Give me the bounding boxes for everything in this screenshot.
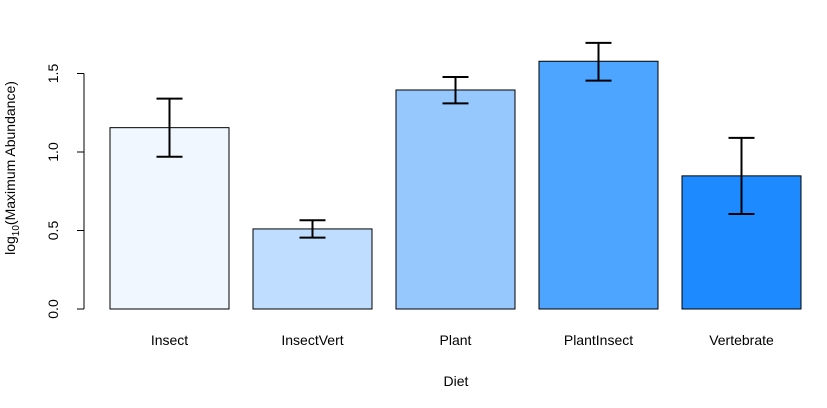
error-bars xyxy=(156,41,755,239)
x-axis-label: Diet xyxy=(444,373,469,389)
x-tick-label: Vertebrate xyxy=(709,332,774,348)
error-bar-plant xyxy=(442,75,469,105)
bar-insectvert xyxy=(252,228,373,310)
y-axis-label-subscript: 10 xyxy=(11,225,22,237)
y-tick-label: 0.5 xyxy=(45,221,61,241)
bar-insect xyxy=(109,127,230,310)
y-axis: 0.0 0.5 1.0 1.5 xyxy=(45,64,85,319)
bar-plantinsect xyxy=(538,60,659,310)
x-tick-label: Plant xyxy=(440,332,472,348)
x-tick-label: Insect xyxy=(151,332,188,348)
error-bar-vertebrate xyxy=(728,136,755,216)
x-tick-label: InsectVert xyxy=(281,332,343,348)
y-axis-label-prefix: log xyxy=(2,236,18,255)
y-axis-label-suffix: (Maximum Abundance) xyxy=(2,81,18,225)
x-tick-label: PlantInsect xyxy=(564,332,633,348)
error-bar-insect xyxy=(156,97,183,158)
bar-plant xyxy=(395,89,516,310)
bars xyxy=(109,60,802,310)
error-bar-insectvert xyxy=(299,219,326,239)
y-axis-label: log10(Maximum Abundance) xyxy=(2,81,22,255)
x-tick-labels: Insect InsectVert Plant PlantInsect Vertebra… xyxy=(151,332,774,348)
y-tick-label: 1.0 xyxy=(45,142,61,162)
y-tick-label: 0.0 xyxy=(45,299,61,319)
error-bar-plantinsect xyxy=(585,41,612,82)
y-tick-label: 1.5 xyxy=(45,64,61,84)
